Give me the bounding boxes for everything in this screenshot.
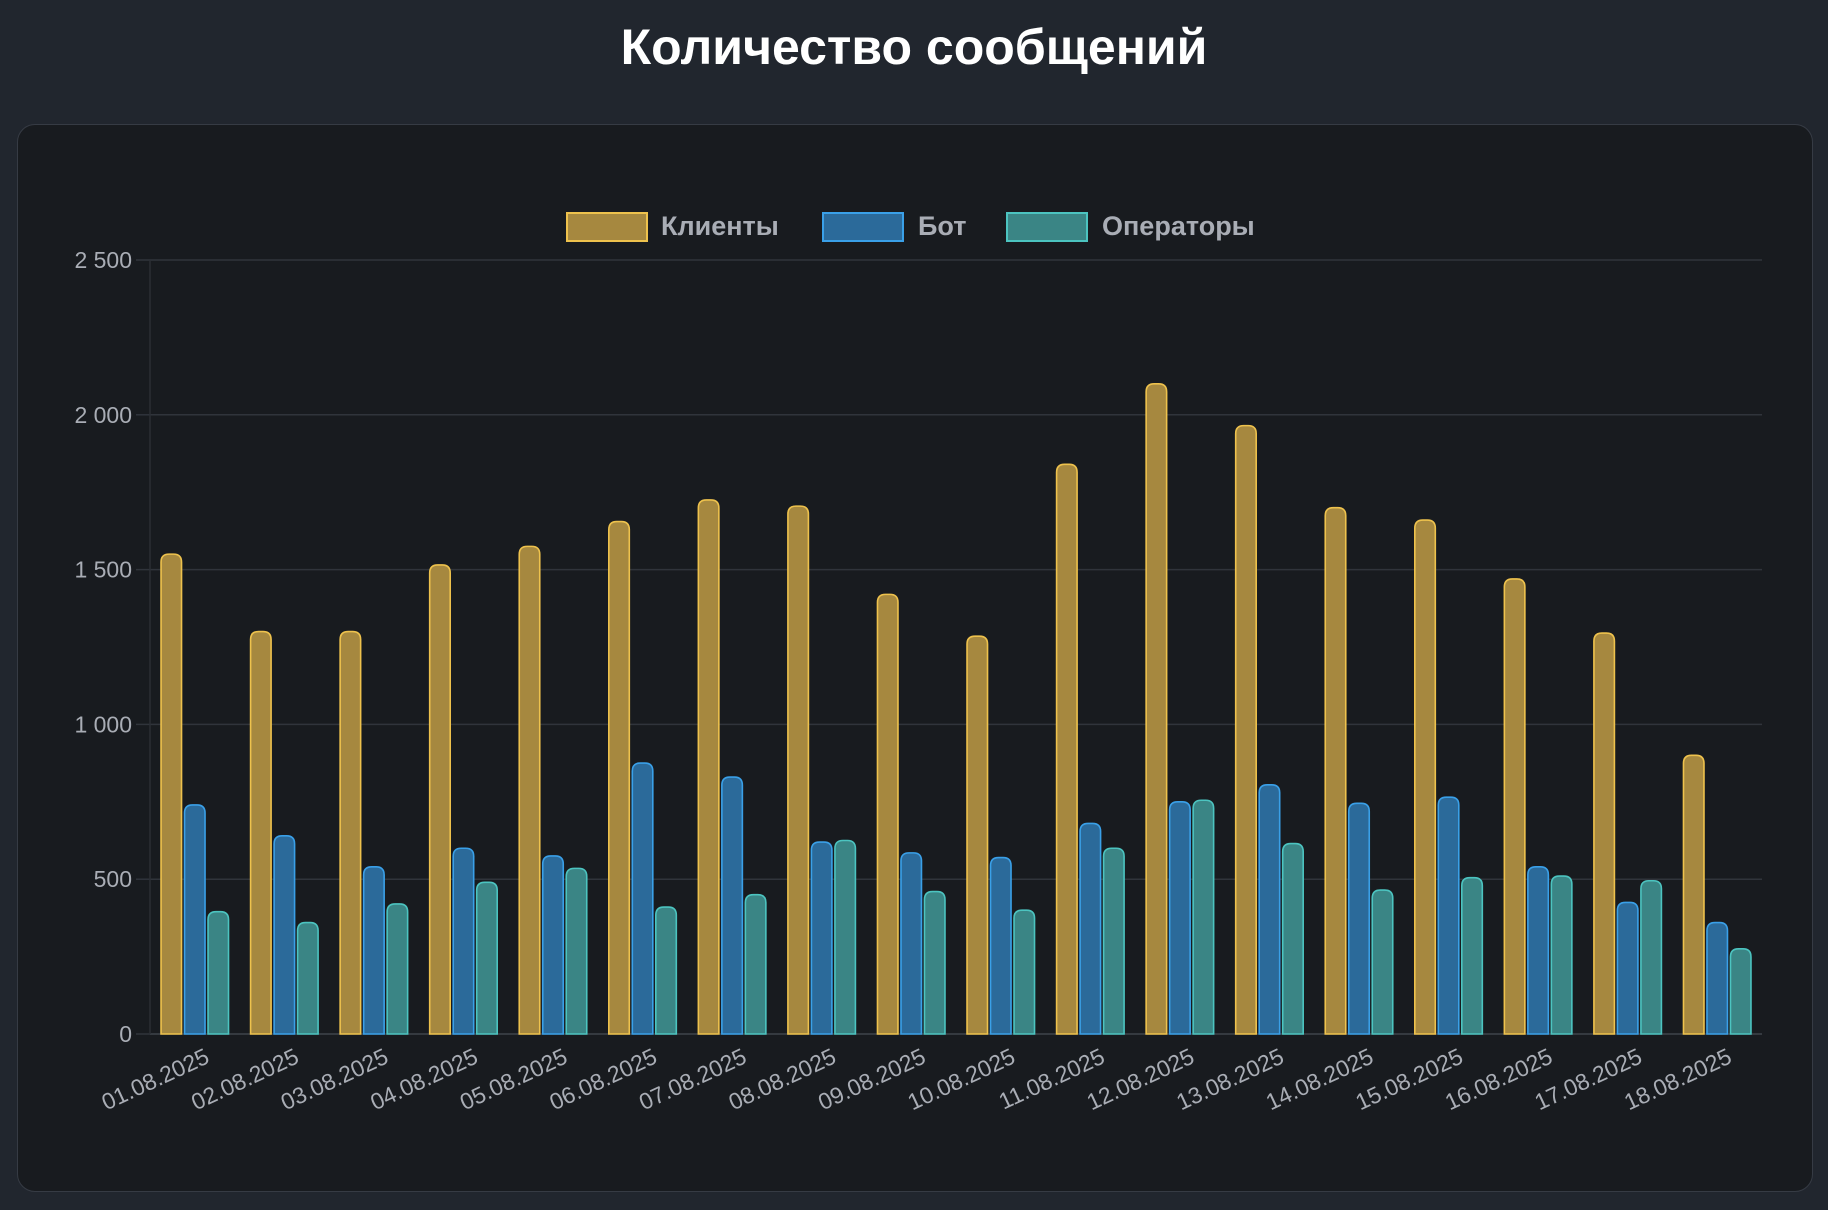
bar-bot[interactable]: Бот: 585 — [900, 852, 923, 1035]
bar-bot[interactable]: Бот: 740 — [183, 804, 206, 1035]
bar-bot[interactable]: Бот: 540 — [362, 866, 385, 1035]
bar-operators[interactable]: Операторы: 275 — [1729, 948, 1752, 1035]
gridlines — [150, 259, 1762, 1035]
bar-clients[interactable]: Клиенты: 1655 — [608, 520, 631, 1035]
legend-label: Операторы — [1102, 211, 1255, 241]
bar-clients[interactable]: Клиенты: 1575 — [518, 545, 541, 1035]
bar-bot[interactable]: Бот: 805 — [1258, 783, 1281, 1035]
bar-operators[interactable]: Операторы: 360 — [296, 921, 319, 1035]
legend-label: Клиенты — [661, 211, 779, 241]
y-tick-label: 2 000 — [74, 402, 132, 428]
bar-clients[interactable]: Клиенты: 1660 — [1414, 519, 1437, 1035]
y-tick-label: 0 — [119, 1021, 132, 1047]
bar-operators[interactable]: Операторы: 755 — [1192, 799, 1215, 1035]
bar-clients[interactable]: Клиенты: 1725 — [697, 499, 720, 1035]
legend[interactable]: Клиенты Бот Операторы — [566, 211, 1255, 242]
bar-clients[interactable]: Клиенты: 1705 — [787, 505, 810, 1035]
bar-operators[interactable]: Операторы: 535 — [565, 867, 588, 1035]
bar-operators[interactable]: Операторы: 615 — [1281, 842, 1304, 1035]
bar-bot[interactable]: Бот: 640 — [273, 835, 296, 1035]
legend-item-clients[interactable]: Клиенты — [566, 211, 779, 242]
bar-clients[interactable]: Клиенты: 1840 — [1055, 463, 1078, 1035]
bar-clients[interactable]: Клиенты: 1550 — [160, 553, 183, 1035]
bar-bot[interactable]: Бот: 570 — [989, 856, 1012, 1035]
bar-clients[interactable]: Клиенты: 1515 — [428, 564, 451, 1035]
x-axis: 01.08.202502.08.202503.08.202504.08.2025… — [98, 1043, 1736, 1115]
y-tick-label: 500 — [94, 866, 132, 892]
y-tick-label: 2 500 — [74, 247, 132, 273]
bar-operators[interactable]: Операторы: 400 — [1013, 909, 1036, 1035]
bar-operators[interactable]: Операторы: 420 — [386, 903, 409, 1035]
bar-bot[interactable]: Бот: 360 — [1706, 921, 1729, 1035]
legend-item-bot[interactable]: Бот — [822, 211, 966, 242]
legend-label: Бот — [918, 211, 966, 241]
bar-bot[interactable]: Бот: 575 — [541, 855, 565, 1035]
y-tick-label: 1 500 — [74, 557, 132, 583]
bar-bot[interactable]: Бот: 620 — [810, 841, 833, 1035]
page-title: Количество сообщений — [620, 19, 1208, 75]
bar-bot[interactable]: Бот: 680 — [1079, 822, 1102, 1035]
bar-bot[interactable]: Бот: 600 — [452, 847, 475, 1035]
bar-operators[interactable]: Операторы: 395 — [207, 910, 230, 1035]
bar-clients[interactable]: Клиенты: 1295 — [1593, 632, 1616, 1035]
bar-operators[interactable]: Операторы: 600 — [1102, 847, 1125, 1035]
y-tick-label: 1 000 — [74, 711, 132, 737]
bar-bot[interactable]: Бот: 540 — [1527, 866, 1550, 1035]
bar-bot[interactable]: Бот: 765 — [1437, 796, 1460, 1035]
legend-swatch — [1006, 212, 1088, 242]
bar-operators[interactable]: Операторы: 450 — [744, 893, 767, 1035]
bar-clients[interactable]: Клиенты: 1965 — [1234, 424, 1257, 1035]
bar-clients[interactable]: Клиенты: 1300 — [339, 630, 362, 1035]
bar-operators[interactable]: Операторы: 505 — [1461, 876, 1484, 1035]
legend-swatch — [566, 212, 648, 242]
bar-operators[interactable]: Операторы: 410 — [655, 906, 678, 1035]
bar-clients[interactable]: Клиенты: 1300 — [249, 630, 272, 1035]
bars: Клиенты: 1550Бот: 740Операторы: 395 Клиен… — [160, 383, 1752, 1035]
bar-clients[interactable]: Клиенты: 1420 — [876, 593, 899, 1035]
bar-operators[interactable]: Операторы: 510 — [1550, 875, 1573, 1035]
y-axis: 0 500 1 000 1 500 2 000 2 500 — [74, 247, 151, 1047]
bar-operators[interactable]: Операторы: 490 — [475, 881, 498, 1035]
bar-clients[interactable]: Клиенты: 1285 — [966, 635, 989, 1035]
legend-swatch — [822, 212, 904, 242]
bar-bot[interactable]: Бот: 745 — [1347, 802, 1371, 1035]
bar-operators[interactable]: Операторы: 625 — [834, 839, 857, 1035]
bar-clients[interactable]: Клиенты: 2100 — [1145, 383, 1168, 1035]
bar-operators[interactable]: Операторы: 495 — [1640, 879, 1663, 1035]
bar-clients[interactable]: Клиенты: 900 — [1682, 754, 1705, 1035]
bar-bot[interactable]: Бот: 830 — [721, 776, 744, 1035]
bar-clients[interactable]: Клиенты: 1470 — [1503, 578, 1526, 1035]
bar-bot[interactable]: Бот: 875 — [631, 762, 654, 1035]
bar-bot[interactable]: Бот: 425 — [1616, 901, 1639, 1035]
bar-clients[interactable]: Клиенты: 1700 — [1324, 506, 1347, 1035]
bar-bot[interactable]: Бот: 750 — [1168, 801, 1191, 1035]
bar-operators[interactable]: Операторы: 460 — [923, 890, 946, 1035]
bar-operators[interactable]: Операторы: 465 — [1371, 889, 1394, 1035]
legend-item-operators[interactable]: Операторы — [1006, 211, 1255, 242]
